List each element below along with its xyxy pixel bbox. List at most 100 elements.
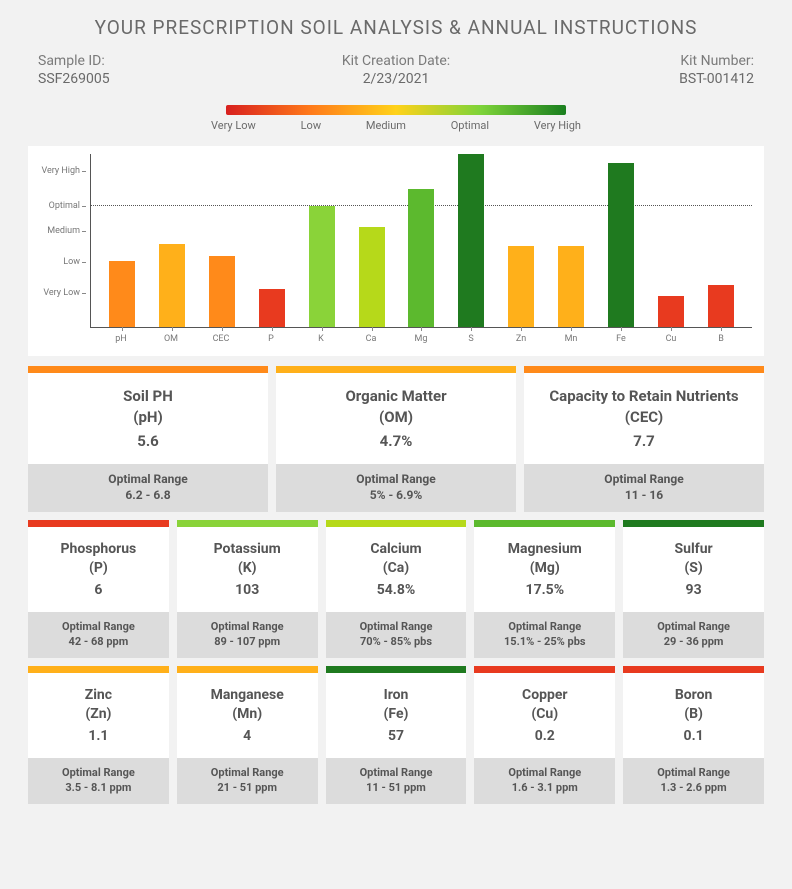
x-axis-label: Fe bbox=[596, 334, 646, 344]
card-body: Zinc(Zn)1.1 bbox=[28, 673, 169, 758]
x-axis-tick bbox=[222, 327, 223, 331]
nutrient-cards-row-1: Phosphorus(P)6Optimal Range42 - 68 ppmPo… bbox=[28, 520, 764, 658]
bar-slot bbox=[297, 154, 347, 327]
card-status-bar bbox=[623, 520, 764, 527]
y-axis-label: Very Low bbox=[43, 288, 80, 298]
card-footer: Optimal Range1.3 - 2.6 ppm bbox=[623, 758, 764, 804]
card-symbol: (pH) bbox=[34, 408, 262, 426]
card-footer: Optimal Range 15.1% - 25% pbs bbox=[474, 612, 615, 658]
card-body: Organic Matter(OM)4.7% bbox=[276, 373, 516, 464]
card-name: Iron bbox=[332, 687, 461, 703]
x-axis-tick bbox=[471, 327, 472, 331]
nutrient-card: Magnesium(Mg)17.5%Optimal Range15.1% - 2… bbox=[474, 520, 615, 658]
card-name: Zinc bbox=[34, 687, 163, 703]
card-status-bar bbox=[623, 666, 764, 673]
card-range-label: Optimal Range bbox=[627, 620, 760, 633]
card-value: 1.1 bbox=[34, 728, 163, 744]
card-name: Manganese bbox=[183, 687, 312, 703]
card-body: Soil PH(pH)5.6 bbox=[28, 373, 268, 464]
card-symbol: (Mg) bbox=[480, 560, 609, 576]
card-range-label: Optimal Range bbox=[181, 620, 314, 633]
x-axis-label: K bbox=[296, 334, 346, 344]
card-range-label: Optimal Range bbox=[478, 620, 611, 633]
card-name: Sulfur bbox=[629, 541, 758, 557]
bar-slot bbox=[347, 154, 397, 327]
card-symbol: (CEC) bbox=[530, 408, 758, 426]
y-axis-tick bbox=[82, 171, 86, 172]
meta-kit-date: Kit Creation Date: 2/23/2021 bbox=[277, 53, 516, 87]
card-symbol: (P) bbox=[34, 560, 163, 576]
card-status-bar bbox=[326, 666, 467, 673]
bar-slot bbox=[147, 154, 197, 327]
x-axis-tick bbox=[671, 327, 672, 331]
y-axis-tick bbox=[82, 231, 86, 232]
nutrient-card: Zinc(Zn)1.1Optimal Range3.5 - 8.1 ppm bbox=[28, 666, 169, 804]
bar bbox=[109, 261, 135, 327]
card-status-bar bbox=[326, 520, 467, 527]
page-title: YOUR PRESCRIPTION SOIL ANALYSIS & ANNUAL… bbox=[28, 16, 764, 39]
x-axis-label: Mn bbox=[546, 334, 596, 344]
card-status-bar bbox=[28, 366, 268, 373]
card-range-value: 5% - 6.9% bbox=[280, 488, 512, 502]
bar bbox=[309, 206, 335, 327]
nutrient-card: Copper(Cu)0.2Optimal Range1.6 - 3.1 ppm bbox=[474, 666, 615, 804]
bar bbox=[608, 163, 634, 327]
card-range-value: 6.2 - 6.8 bbox=[32, 488, 264, 502]
card-name: Magnesium bbox=[480, 541, 609, 557]
card-body: Potassium(K)103 bbox=[177, 527, 318, 612]
card-range-value: 1.3 - 2.6 ppm bbox=[627, 781, 760, 794]
card-range-label: Optimal Range bbox=[478, 766, 611, 779]
card-value: 5.6 bbox=[34, 432, 262, 450]
card-status-bar bbox=[474, 666, 615, 673]
meta-sample-id: Sample ID: SSF269005 bbox=[38, 53, 277, 87]
card-range-value: 89 - 107 ppm bbox=[181, 635, 314, 648]
legend-label: Medium bbox=[366, 119, 406, 132]
card-range-value: 15.1% - 25% pbs bbox=[478, 635, 611, 648]
card-range-label: Optimal Range bbox=[330, 620, 463, 633]
x-axis-tick bbox=[571, 327, 572, 331]
card-value: 4 bbox=[183, 728, 312, 744]
card-body: Calcium(Ca)54.8% bbox=[326, 527, 467, 612]
card-status-bar bbox=[276, 366, 516, 373]
card-status-bar bbox=[177, 520, 318, 527]
bar bbox=[458, 154, 484, 327]
nutrient-card: Manganese(Mn)4Optimal Range21 - 51 ppm bbox=[177, 666, 318, 804]
card-symbol: (OM) bbox=[282, 408, 510, 426]
bar-slot bbox=[696, 154, 746, 327]
card-symbol: (Cu) bbox=[480, 706, 609, 722]
card-symbol: (Fe) bbox=[332, 706, 461, 722]
bar-slot bbox=[97, 154, 147, 327]
card-value: 4.7% bbox=[282, 432, 510, 450]
card-body: Magnesium(Mg)17.5% bbox=[474, 527, 615, 612]
card-range-label: Optimal Range bbox=[280, 472, 512, 486]
card-name: Boron bbox=[629, 687, 758, 703]
x-axis-label: Mg bbox=[396, 334, 446, 344]
nutrient-card: Soil PH(pH)5.6Optimal Range6.2 - 6.8 bbox=[28, 366, 268, 512]
bar-slot bbox=[397, 154, 447, 327]
card-status-bar bbox=[28, 666, 169, 673]
x-axis-tick bbox=[122, 327, 123, 331]
card-status-bar bbox=[474, 520, 615, 527]
gradient-bar bbox=[226, 105, 566, 115]
x-axis-tick bbox=[421, 327, 422, 331]
bar-slot bbox=[496, 154, 546, 327]
y-axis-tick bbox=[82, 262, 86, 263]
legend-label: Very High bbox=[534, 119, 581, 132]
card-range-value: 11 - 51 ppm bbox=[330, 781, 463, 794]
x-axis-label: Zn bbox=[496, 334, 546, 344]
card-symbol: (Ca) bbox=[332, 560, 461, 576]
card-range-value: 21 - 51 ppm bbox=[181, 781, 314, 794]
nutrient-card: Potassium(K)103 Optimal Range 89 - 107 ppm bbox=[177, 520, 318, 658]
bar bbox=[508, 246, 534, 327]
color-legend: Very LowLowMediumOptimalVery High bbox=[28, 105, 764, 132]
card-range-label: Optimal Range bbox=[32, 766, 165, 779]
card-name: Capacity to Retain Nutrients bbox=[530, 387, 758, 405]
nutrient-bar-chart: Very HighOptimalMediumLowVery Low pHOMCE… bbox=[28, 146, 764, 356]
bar bbox=[359, 227, 385, 327]
card-symbol: (Mn) bbox=[183, 706, 312, 722]
card-name: Calcium bbox=[332, 541, 461, 557]
x-axis-tick bbox=[322, 327, 323, 331]
x-axis-tick bbox=[721, 327, 722, 331]
x-axis-label: P bbox=[246, 334, 296, 344]
card-footer: Optimal Range 89 - 107 ppm bbox=[177, 612, 318, 658]
